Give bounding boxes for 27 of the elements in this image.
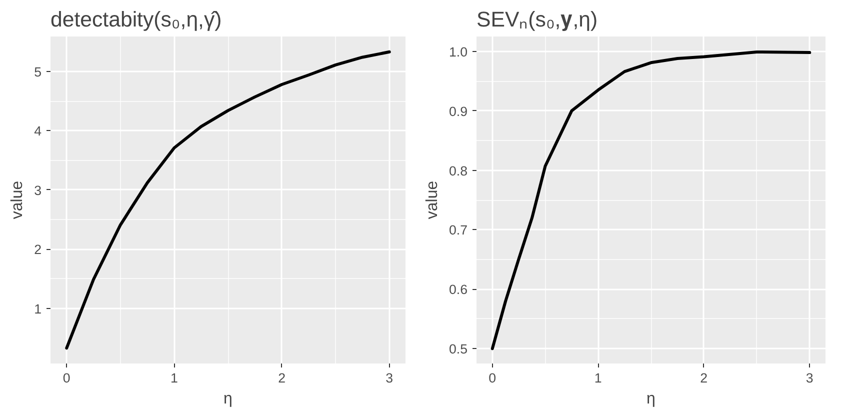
x-tick-label: 0 (62, 370, 70, 386)
x-tick-label: 1 (170, 370, 178, 386)
y-tick-label: 0.7 (448, 222, 468, 238)
y-tick-label: 1 (34, 301, 42, 316)
x-axis-title: η (646, 390, 656, 408)
chart-title: detectabity(s₀,η,γ̂) (50, 8, 222, 32)
y-axis-title: value (9, 180, 26, 220)
y-tick-label: 0.5 (448, 342, 468, 357)
chart-title: SEVₙ(s₀,𝐲,η) (476, 8, 598, 32)
y-tick-label: 0.9 (448, 104, 468, 119)
line-series (490, 50, 812, 350)
x-axis-title: η (224, 390, 232, 408)
x-tick-label: 3 (386, 370, 394, 386)
y-tick-label: 1.0 (448, 44, 468, 60)
y-tick-label: 5 (34, 64, 42, 80)
y-tick-label: 3 (34, 182, 42, 198)
line-series (65, 50, 391, 350)
x-tick-label: 0 (488, 370, 496, 386)
x-tick-label: 3 (806, 370, 814, 386)
x-tick-label: 2 (700, 370, 708, 386)
y-tick-label: 2 (34, 242, 42, 258)
y-axis-title: value (424, 180, 441, 220)
x-tick-label: 1 (594, 370, 602, 386)
y-tick-label: 4 (34, 124, 42, 139)
y-tick-label: 0.8 (448, 163, 468, 178)
y-tick-label: 0.6 (448, 282, 468, 298)
x-tick-label: 2 (278, 370, 286, 386)
